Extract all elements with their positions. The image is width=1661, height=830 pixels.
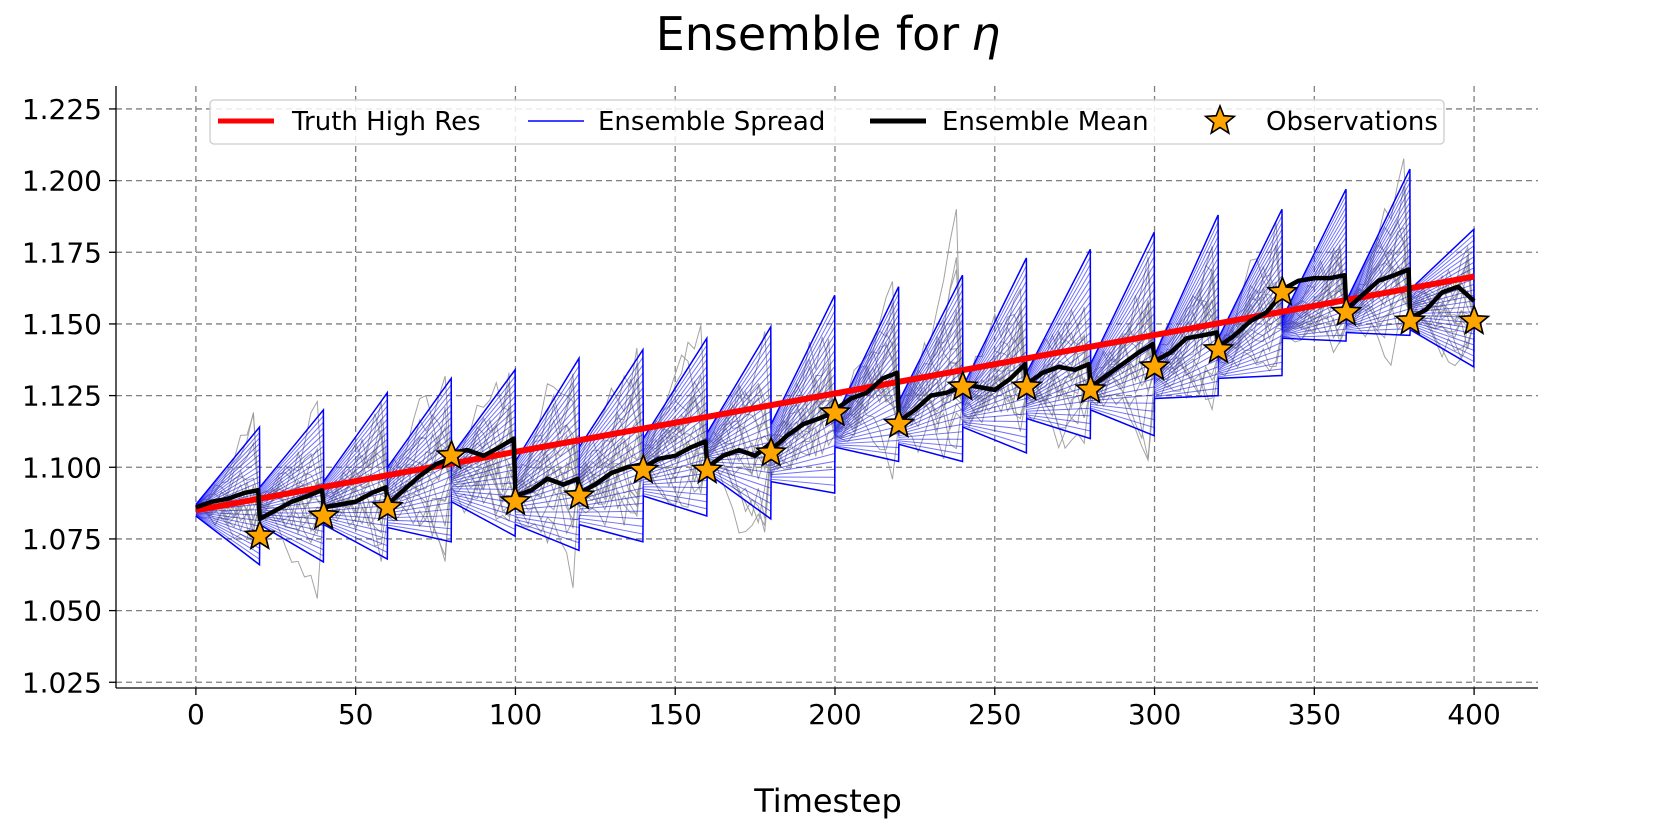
y-tick-label: 1.225 (22, 93, 102, 126)
x-tick-label: 400 (1447, 698, 1500, 731)
y-tick-label: 1.050 (22, 595, 102, 628)
x-tick-label: 150 (648, 698, 701, 731)
observation-star (1329, 295, 1363, 327)
chart-title-symbol: η (971, 7, 1000, 61)
observation-star (243, 518, 277, 550)
axes (115, 86, 1538, 689)
observation-star (1138, 349, 1171, 381)
x-tick-label: 250 (968, 698, 1021, 731)
chart-title: Ensemble for η (656, 7, 1001, 61)
legend-label: Truth High Res (291, 107, 481, 137)
legend-observations-star-icon (1203, 103, 1237, 135)
x-tick-label: 50 (338, 698, 374, 731)
x-tick-label: 200 (808, 698, 861, 731)
legend-box (209, 99, 1445, 145)
observation-markers (243, 275, 1491, 550)
tick-labels: 0 50 100 150 200 250 300 350 400 1.025 1.050 1.075 1… (22, 93, 1501, 731)
ensemble-spread (195, 168, 1475, 567)
x-tick-label: 350 (1288, 698, 1341, 731)
observation-star (499, 484, 532, 516)
observation-star (435, 438, 468, 470)
observation-star (1010, 369, 1044, 401)
y-tick-label: 1.075 (22, 523, 102, 556)
legend-label: Ensemble Spread (598, 107, 825, 137)
observation-star (818, 395, 852, 427)
chart-title-text: Ensemble for (656, 7, 960, 61)
observation-star (882, 407, 916, 439)
observation-star (307, 498, 341, 530)
spread-lower-line (195, 323, 1475, 567)
y-tick-label: 1.150 (22, 308, 102, 341)
observation-star (371, 490, 404, 522)
y-tick-label: 1.175 (22, 236, 102, 269)
observation-star (562, 478, 596, 510)
x-tick-label: 0 (187, 698, 205, 731)
legend-label: Ensemble Mean (942, 107, 1149, 137)
observation-star (754, 435, 788, 467)
observation-star (1457, 303, 1491, 335)
spread-member-line (195, 294, 1475, 533)
y-tick-label: 1.100 (22, 451, 102, 484)
observation-star (1202, 332, 1235, 364)
legend: Truth High Res Ensemble Spread Ensemble Me… (209, 99, 1445, 145)
y-tick-label: 1.200 (22, 165, 102, 198)
observation-star (626, 452, 660, 485)
observation-star (690, 452, 724, 485)
y-tick-label: 1.125 (22, 380, 102, 413)
observation-star (1074, 372, 1107, 404)
observation-star (946, 369, 980, 401)
x-tick-label: 100 (489, 698, 542, 731)
observation-star (1266, 275, 1299, 307)
legend-label: Observations (1266, 107, 1438, 137)
y-tick-label: 1.025 (22, 666, 102, 699)
x-tick-label: 300 (1128, 698, 1181, 731)
x-axis-label: Timestep (753, 782, 902, 820)
observation-star (1393, 303, 1427, 335)
